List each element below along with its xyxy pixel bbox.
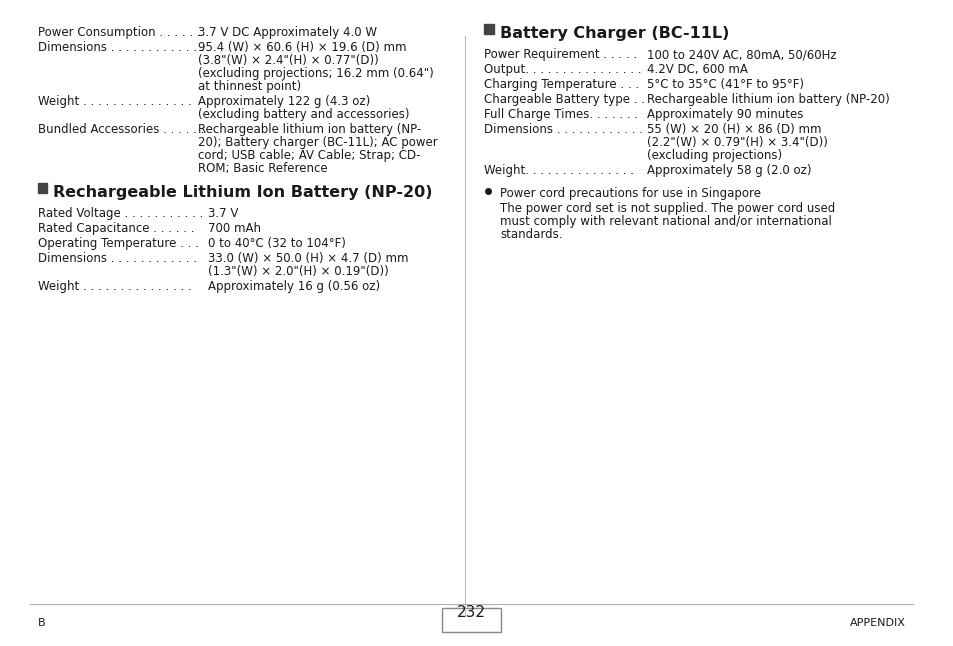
Text: (excluding battery and accessories): (excluding battery and accessories)	[197, 108, 409, 121]
Text: 100 to 240V AC, 80mA, 50/60Hz: 100 to 240V AC, 80mA, 50/60Hz	[647, 48, 836, 61]
Text: Rechargeable Lithium Ion Battery (NP-20): Rechargeable Lithium Ion Battery (NP-20)	[53, 185, 433, 200]
Text: Weight . . . . . . . . . . . . . . .: Weight . . . . . . . . . . . . . . .	[37, 280, 192, 293]
Text: 5°C to 35°C (41°F to 95°F): 5°C to 35°C (41°F to 95°F)	[647, 78, 803, 91]
Text: B: B	[37, 618, 45, 628]
Text: Approximately 16 g (0.56 oz): Approximately 16 g (0.56 oz)	[208, 280, 379, 293]
Text: Operating Temperature . . .: Operating Temperature . . .	[37, 237, 198, 250]
Text: Power Requirement . . . . .: Power Requirement . . . . .	[484, 48, 637, 61]
Text: Approximately 122 g (4.3 oz): Approximately 122 g (4.3 oz)	[197, 95, 370, 108]
Text: The power cord set is not supplied. The power cord used: The power cord set is not supplied. The …	[499, 202, 835, 215]
FancyBboxPatch shape	[441, 608, 500, 632]
Text: Full Charge Times. . . . . . .: Full Charge Times. . . . . . .	[484, 108, 638, 121]
Text: Approximately 90 minutes: Approximately 90 minutes	[647, 108, 803, 121]
Text: Dimensions . . . . . . . . . . . .: Dimensions . . . . . . . . . . . .	[37, 252, 196, 265]
Text: 0 to 40°C (32 to 104°F): 0 to 40°C (32 to 104°F)	[208, 237, 345, 250]
Text: Battery Charger (BC-11L): Battery Charger (BC-11L)	[499, 26, 729, 41]
Text: Weight. . . . . . . . . . . . . . .: Weight. . . . . . . . . . . . . . .	[484, 164, 634, 177]
Text: Output. . . . . . . . . . . . . . . .: Output. . . . . . . . . . . . . . . .	[484, 63, 641, 76]
Text: cord; USB cable; AV Cable; Strap; CD-: cord; USB cable; AV Cable; Strap; CD-	[197, 149, 419, 162]
Text: (2.2"(W) × 0.79"(H) × 3.4"(D)): (2.2"(W) × 0.79"(H) × 3.4"(D))	[647, 136, 827, 149]
Text: Rated Capacitance . . . . . .: Rated Capacitance . . . . . .	[37, 222, 193, 235]
Text: Dimensions . . . . . . . . . . . . .: Dimensions . . . . . . . . . . . . .	[37, 41, 204, 54]
Text: 3.7 V DC Approximately 4.0 W: 3.7 V DC Approximately 4.0 W	[197, 26, 376, 39]
Text: Weight . . . . . . . . . . . . . . .: Weight . . . . . . . . . . . . . . .	[37, 95, 192, 108]
Text: APPENDIX: APPENDIX	[849, 618, 904, 628]
Text: Approximately 58 g (2.0 oz): Approximately 58 g (2.0 oz)	[647, 164, 811, 177]
Text: 3.7 V: 3.7 V	[208, 207, 237, 220]
Text: (excluding projections; 16.2 mm (0.64"): (excluding projections; 16.2 mm (0.64")	[197, 67, 433, 80]
Text: 700 mAh: 700 mAh	[208, 222, 260, 235]
Text: Rechargeable lithium ion battery (NP-20): Rechargeable lithium ion battery (NP-20)	[647, 93, 889, 106]
Text: Dimensions . . . . . . . . . . . .: Dimensions . . . . . . . . . . . .	[484, 123, 642, 136]
Text: (1.3"(W) × 2.0"(H) × 0.19"(D)): (1.3"(W) × 2.0"(H) × 0.19"(D))	[208, 265, 388, 278]
Text: (excluding projections): (excluding projections)	[647, 149, 781, 162]
Text: standards.: standards.	[499, 228, 562, 241]
Text: ROM; Basic Reference: ROM; Basic Reference	[197, 162, 327, 175]
Text: must comply with relevant national and/or international: must comply with relevant national and/o…	[499, 215, 831, 228]
Text: Rated Voltage . . . . . . . . . . .: Rated Voltage . . . . . . . . . . .	[37, 207, 203, 220]
Text: 20); Battery charger (BC-11L); AC power: 20); Battery charger (BC-11L); AC power	[197, 136, 437, 149]
Text: 55 (W) × 20 (H) × 86 (D) mm: 55 (W) × 20 (H) × 86 (D) mm	[647, 123, 821, 136]
Text: 232: 232	[456, 605, 485, 620]
Text: 95.4 (W) × 60.6 (H) × 19.6 (D) mm: 95.4 (W) × 60.6 (H) × 19.6 (D) mm	[197, 41, 406, 54]
Text: at thinnest point): at thinnest point)	[197, 80, 300, 93]
Text: 33.0 (W) × 50.0 (H) × 4.7 (D) mm: 33.0 (W) × 50.0 (H) × 4.7 (D) mm	[208, 252, 408, 265]
Text: Bundled Accessories . . . . . .: Bundled Accessories . . . . . .	[37, 123, 204, 136]
Text: 4.2V DC, 600 mA: 4.2V DC, 600 mA	[647, 63, 747, 76]
Bar	[484, 24, 494, 34]
Bar	[37, 183, 48, 193]
Text: (3.8"(W) × 2.4"(H) × 0.77"(D)): (3.8"(W) × 2.4"(H) × 0.77"(D))	[197, 54, 378, 67]
Text: Charging Temperature . . .: Charging Temperature . . .	[484, 78, 639, 91]
Text: Chargeable Battery type . .: Chargeable Battery type . .	[484, 93, 644, 106]
Text: Rechargeable lithium ion battery (NP-: Rechargeable lithium ion battery (NP-	[197, 123, 420, 136]
Text: Power cord precautions for use in Singapore: Power cord precautions for use in Singap…	[499, 187, 760, 200]
Text: Power Consumption . . . . . .: Power Consumption . . . . . .	[37, 26, 200, 39]
